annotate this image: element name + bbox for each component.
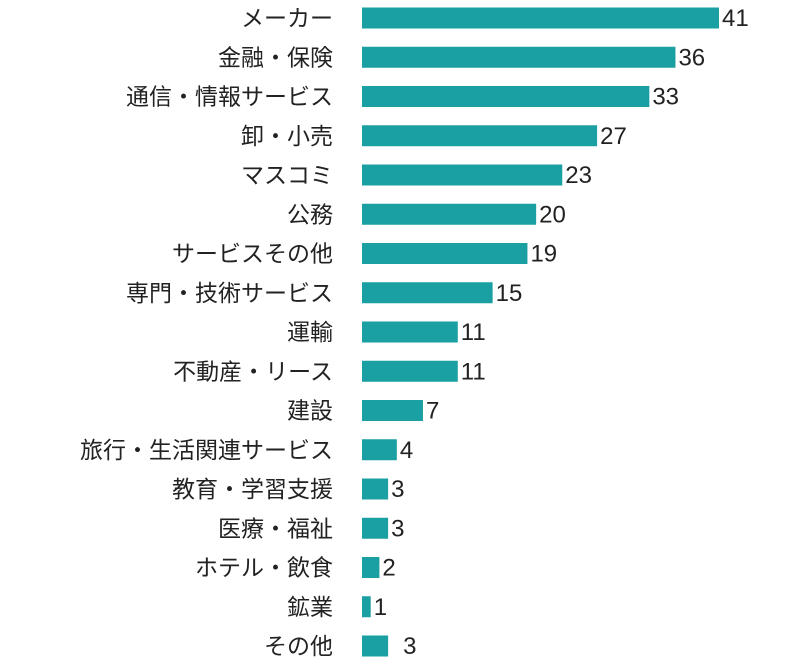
category-label: 専門・技術サービス	[126, 281, 333, 307]
category-label: ホテル・飲食	[195, 556, 333, 582]
bar-9	[362, 321, 458, 343]
value-label: 27	[600, 123, 627, 150]
bar-12	[362, 439, 397, 461]
bar-11	[362, 400, 423, 421]
value-label: 20	[539, 201, 566, 228]
category-label: 旅行・生活関連サービス	[80, 438, 333, 464]
category-label: 医療・福祉	[218, 516, 333, 542]
value-label: 41	[722, 5, 749, 32]
category-label: 卸・小売	[241, 124, 333, 150]
value-label: 7	[426, 398, 439, 425]
category-label: 建設	[287, 399, 333, 425]
value-label: 11	[461, 358, 486, 385]
bar-2	[362, 46, 676, 68]
value-label: 2	[382, 555, 395, 582]
category-label: その他	[264, 634, 333, 660]
bar-13	[362, 478, 389, 500]
bar-1	[362, 7, 719, 29]
category-labels-group: メーカー金融・保険通信・情報サービス卸・小売マスコミ公務サービスその他専門・技術…	[80, 6, 333, 660]
bars-group	[362, 7, 719, 657]
value-label: 3	[403, 633, 416, 660]
bar-7	[362, 243, 528, 264]
category-label: メーカー	[241, 6, 333, 32]
bar-10	[362, 360, 458, 382]
value-label: 3	[391, 515, 404, 542]
bar-5	[362, 164, 563, 186]
bar-3	[362, 86, 650, 107]
value-label: 33	[652, 84, 679, 111]
bar-6	[362, 203, 537, 225]
category-label: 通信・情報サービス	[126, 85, 333, 111]
value-label: 4	[400, 437, 413, 464]
category-label: 鉱業	[287, 595, 333, 621]
category-label: 運輸	[287, 320, 333, 346]
bar-16	[362, 596, 371, 618]
category-label: 公務	[287, 202, 333, 228]
bar-4	[362, 125, 598, 147]
bar-8	[362, 282, 493, 304]
value-label: 15	[496, 280, 523, 307]
value-label: 11	[461, 319, 486, 346]
bar-14	[362, 517, 389, 539]
value-label: 3	[391, 476, 404, 503]
category-label: 教育・学習支援	[172, 477, 333, 503]
value-label: 1	[374, 594, 387, 621]
bar-17	[362, 635, 389, 657]
value-label: 36	[678, 44, 705, 71]
value-label: 23	[565, 162, 592, 189]
category-label: 不動産・リース	[173, 359, 333, 385]
category-label: サービスその他	[172, 242, 333, 268]
bar-15	[362, 557, 380, 578]
category-label: マスコミ	[241, 163, 333, 189]
category-label: 金融・保険	[218, 45, 333, 71]
value-label: 19	[530, 241, 557, 268]
